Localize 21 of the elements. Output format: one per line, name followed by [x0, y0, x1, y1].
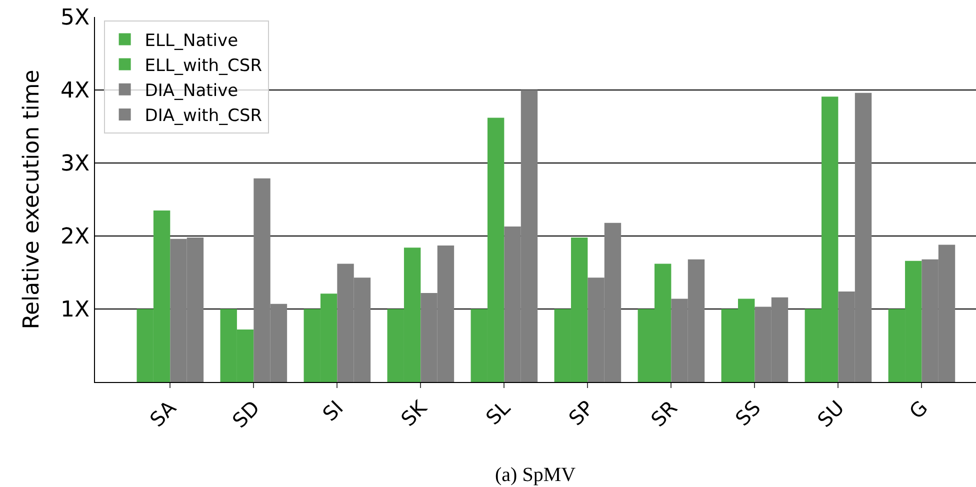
y-tick-label: 1X [60, 298, 90, 323]
legend-label: ELL_with_CSR [144, 56, 262, 76]
x-tick-label: SI [318, 396, 348, 426]
x-tick-label: SD [227, 396, 264, 432]
legend-label: DIA_with_CSR [144, 106, 262, 126]
x-tick-label: SU [812, 396, 849, 432]
x-tick-label: SL [480, 395, 516, 430]
y-tick-label: 4X [60, 78, 90, 104]
y-tick-label: 5X [60, 6, 90, 31]
legend-label: ELL_Native [144, 30, 238, 51]
y-tick-label: 2X [60, 224, 90, 250]
x-tick-label: SA [144, 395, 181, 432]
x-tick-label: SK [396, 395, 432, 431]
x-tick-label: SS [730, 396, 766, 431]
y-tick-label: 3X [60, 152, 90, 177]
y-axis-title: Relative execution time [19, 70, 44, 330]
text: (a) SpMV [495, 464, 576, 486]
x-tick-label: SR [646, 396, 682, 432]
x-tick-label: SP [564, 396, 598, 430]
x-tick-label: G [904, 396, 932, 424]
legend-label: DIA_Native [144, 81, 238, 102]
